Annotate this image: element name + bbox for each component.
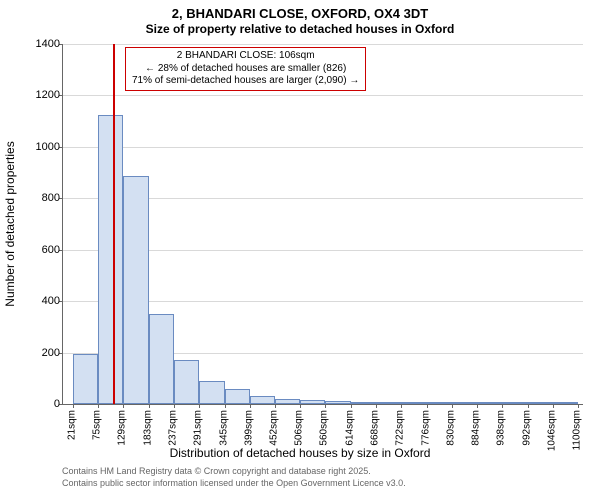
ytick-label: 1000 [20,141,60,153]
xtick-label: 129sqm [117,410,128,446]
annotation-line: 71% of semi-detached houses are larger (… [132,75,359,88]
gridline [63,147,583,148]
histogram-bar [275,399,300,404]
xtick-mark [401,404,402,408]
histogram-bar [528,402,553,404]
xtick-mark [250,404,251,408]
plot-area: 2 BHANDARI CLOSE: 106sqm← 28% of detache… [62,44,583,405]
footer-attribution-2: Contains public sector information licen… [62,478,406,488]
xtick-mark [452,404,453,408]
x-axis-label: Distribution of detached houses by size … [0,446,600,460]
histogram-bar [401,402,426,404]
histogram-bar [351,402,376,404]
xtick-label: 237sqm [168,410,179,446]
histogram-chart: 2, BHANDARI CLOSE, OXFORD, OX4 3DT Size … [0,0,600,500]
xtick-label: 614sqm [344,410,355,446]
ytick-label: 400 [20,295,60,307]
histogram-bar [149,314,174,404]
histogram-bar [427,402,452,404]
ytick-label: 1400 [20,38,60,50]
annotation-line: 2 BHANDARI CLOSE: 106sqm [132,50,359,63]
xtick-mark [123,404,124,408]
ytick-label: 0 [20,398,60,410]
xtick-mark [351,404,352,408]
xtick-label: 884sqm [471,410,482,446]
footer-attribution-1: Contains HM Land Registry data © Crown c… [62,466,371,476]
xtick-label: 506sqm [294,410,305,446]
xtick-label: 75sqm [92,410,103,440]
xtick-label: 345sqm [218,410,229,446]
xtick-label: 399sqm [243,410,254,446]
histogram-bar [199,381,224,404]
xtick-label: 776sqm [420,410,431,446]
xtick-mark [300,404,301,408]
histogram-bar [376,402,401,404]
ytick-label: 200 [20,347,60,359]
xtick-mark [73,404,74,408]
gridline [63,95,583,96]
xtick-label: 183sqm [142,410,153,446]
annotation-line: ← 28% of detached houses are smaller (82… [132,63,359,76]
xtick-mark [376,404,377,408]
xtick-mark [174,404,175,408]
annotation-box: 2 BHANDARI CLOSE: 106sqm← 28% of detache… [125,47,366,91]
y-axis-label: Number of detached properties [3,141,17,306]
ytick-label: 1200 [20,89,60,101]
xtick-label: 1100sqm [572,410,583,450]
xtick-mark [502,404,503,408]
xtick-mark [225,404,226,408]
xtick-mark [325,404,326,408]
xtick-mark [578,404,579,408]
xtick-label: 668sqm [369,410,380,446]
xtick-mark [528,404,529,408]
histogram-bar [553,402,578,404]
xtick-mark [427,404,428,408]
xtick-label: 722sqm [395,410,406,446]
xtick-label: 992sqm [521,410,532,446]
xtick-mark [149,404,150,408]
xtick-label: 938sqm [496,410,507,446]
histogram-bar [123,176,148,404]
xtick-mark [553,404,554,408]
reference-line [113,44,115,404]
xtick-label: 291sqm [193,410,204,446]
histogram-bar [250,396,275,404]
chart-subtitle: Size of property relative to detached ho… [0,22,600,36]
xtick-mark [477,404,478,408]
histogram-bar [477,402,502,404]
xtick-label: 21sqm [66,410,77,440]
histogram-bar [300,400,325,404]
histogram-bar [452,402,477,404]
xtick-label: 1046sqm [547,410,558,451]
histogram-bar [98,115,123,404]
xtick-mark [98,404,99,408]
xtick-label: 830sqm [445,410,456,446]
xtick-mark [199,404,200,408]
gridline [63,44,583,45]
histogram-bar [325,401,350,404]
chart-title: 2, BHANDARI CLOSE, OXFORD, OX4 3DT [0,6,600,21]
histogram-bar [73,354,98,404]
histogram-bar [502,402,527,404]
ytick-label: 600 [20,244,60,256]
histogram-bar [225,389,250,404]
ytick-label: 800 [20,192,60,204]
xtick-label: 452sqm [268,410,279,446]
xtick-mark [275,404,276,408]
xtick-label: 560sqm [319,410,330,446]
histogram-bar [174,360,199,404]
